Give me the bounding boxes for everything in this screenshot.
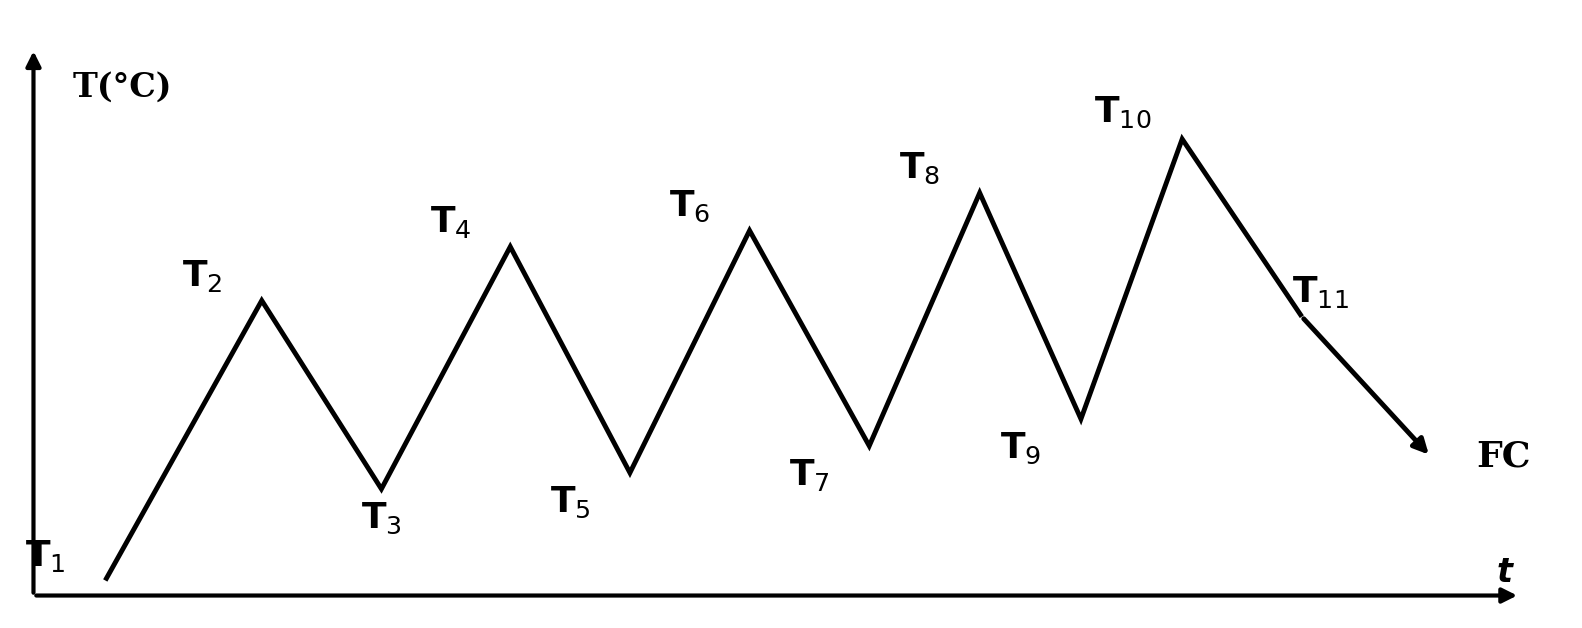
Text: t: t <box>1497 556 1512 588</box>
Text: $\mathbf{T}_{1}$: $\mathbf{T}_{1}$ <box>25 538 66 574</box>
Text: $\mathbf{T}_{10}$: $\mathbf{T}_{10}$ <box>1093 94 1152 130</box>
Text: $\mathbf{T}_{6}$: $\mathbf{T}_{6}$ <box>669 188 710 224</box>
Text: T(°C): T(°C) <box>73 71 172 104</box>
Text: $\mathbf{T}_{7}$: $\mathbf{T}_{7}$ <box>789 457 831 494</box>
Text: $\mathbf{T}_{11}$: $\mathbf{T}_{11}$ <box>1292 274 1349 310</box>
Text: $\mathbf{T}_{3}$: $\mathbf{T}_{3}$ <box>361 501 402 536</box>
Text: FC: FC <box>1476 440 1531 474</box>
Text: $\mathbf{T}_{9}$: $\mathbf{T}_{9}$ <box>1000 431 1043 466</box>
Text: $\mathbf{T}_{2}$: $\mathbf{T}_{2}$ <box>182 258 221 295</box>
Text: $\mathbf{T}_{4}$: $\mathbf{T}_{4}$ <box>430 205 471 241</box>
Text: $\mathbf{T}_{8}$: $\mathbf{T}_{8}$ <box>899 151 941 187</box>
Text: $\mathbf{T}_{5}$: $\mathbf{T}_{5}$ <box>549 485 590 520</box>
